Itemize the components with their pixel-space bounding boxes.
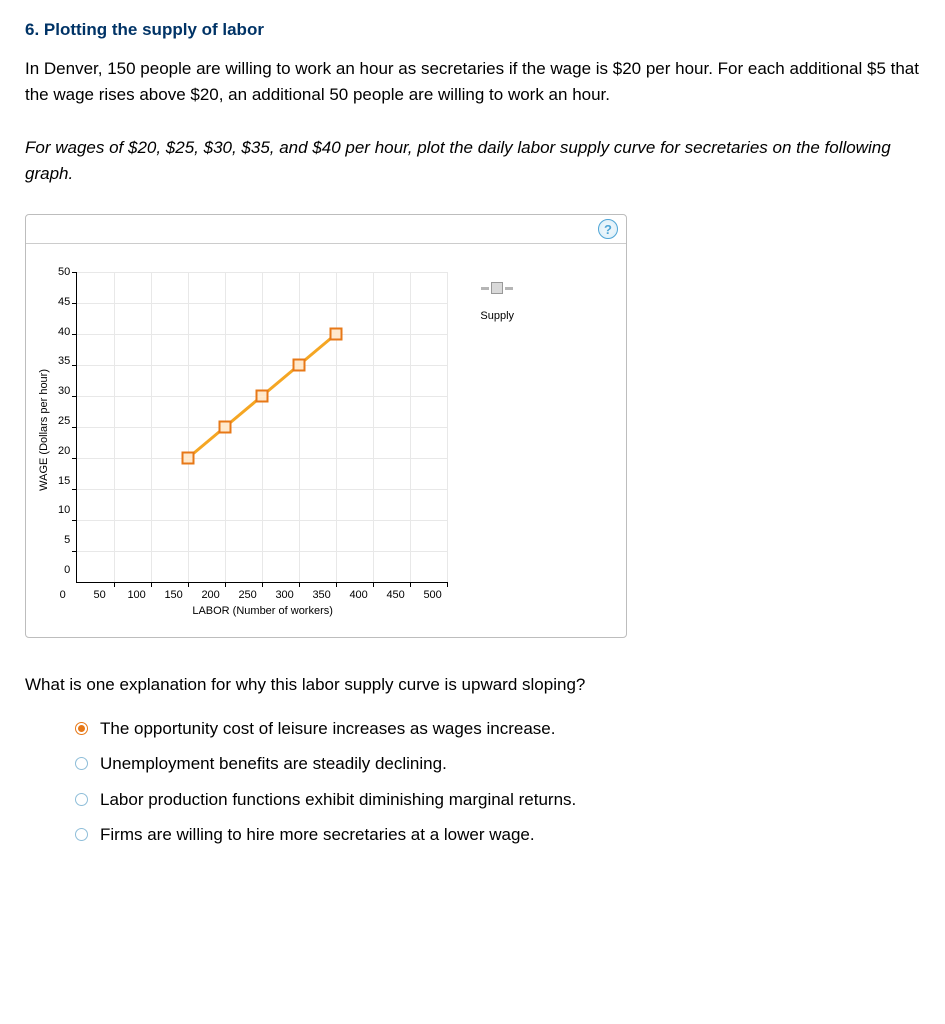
radio-icon[interactable] [75,757,88,770]
radio-icon[interactable] [75,722,88,735]
plot-area[interactable] [76,272,447,583]
supply-series[interactable] [77,272,447,582]
option-label: Labor production functions exhibit dimin… [100,787,576,813]
chart-container: ? WAGE (Dollars per hour) 05101520253035… [25,214,627,638]
help-icon[interactable]: ? [598,219,618,239]
question-title: 6. Plotting the supply of labor [25,20,920,40]
y-axis-ticks: 05101520253035404550 [58,266,76,576]
followup-question: What is one explanation for why this lab… [25,672,920,698]
option-label: Unemployment benefits are steadily decli… [100,751,447,777]
legend-dash-icon [505,287,513,290]
answer-option[interactable]: Labor production functions exhibit dimin… [75,787,920,813]
answer-option[interactable]: The opportunity cost of leisure increase… [75,716,920,742]
radio-icon[interactable] [75,793,88,806]
radio-icon[interactable] [75,828,88,841]
chart-legend: Supply [447,272,527,617]
legend-dash-icon [481,287,489,290]
option-label: Firms are willing to hire more secretari… [100,822,535,848]
answer-option[interactable]: Unemployment benefits are steadily decli… [75,751,920,777]
chart-body: WAGE (Dollars per hour) 0510152025303540… [26,244,626,637]
chart-toolbar: ? [26,215,626,244]
legend-item-supply[interactable]: Supply [467,282,527,322]
option-label: The opportunity cost of leisure increase… [100,716,555,742]
legend-square-icon [491,282,503,294]
x-axis-ticks: 050100150200250300350400450500 [53,583,443,601]
instruction-paragraph: For wages of $20, $25, $30, $35, and $40… [25,135,920,186]
answer-options: The opportunity cost of leisure increase… [25,716,920,848]
answer-option[interactable]: Firms are willing to hire more secretari… [75,822,920,848]
y-axis-label: WAGE (Dollars per hour) [36,369,58,491]
legend-label: Supply [480,310,514,322]
x-axis-label: LABOR (Number of workers) [192,601,333,617]
intro-paragraph: In Denver, 150 people are willing to wor… [25,56,920,107]
